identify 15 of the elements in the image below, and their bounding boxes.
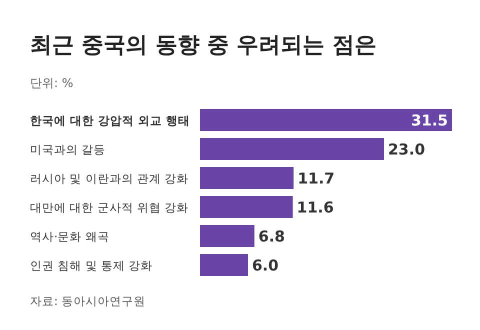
category-label: 인권 침해 및 통제 강화 — [30, 258, 153, 272]
value-label: 11.6 — [296, 198, 334, 216]
category-label: 한국에 대한 강압적 외교 행태 — [30, 114, 190, 128]
category-label: 러시아 및 이란과의 관계 강화 — [30, 172, 189, 186]
subtitle: 단위: % — [30, 76, 74, 90]
category-label: 역사·문화 왜곡 — [30, 230, 110, 244]
value-label: 6.0 — [252, 256, 279, 274]
annotation: 자료: 동아시아연구원 — [30, 294, 146, 308]
category-label: 대만에 대한 군사적 위협 강화 — [30, 200, 189, 214]
value-label: 11.7 — [298, 170, 335, 188]
title: 최근 중국의 동향 중 우려되는 점은 — [30, 33, 376, 58]
value-label: 23.0 — [388, 140, 426, 158]
value-label: 6.8 — [258, 228, 285, 246]
category-label: 미국과의 갈등 — [30, 142, 106, 156]
value-label: 31.5 — [410, 112, 448, 130]
